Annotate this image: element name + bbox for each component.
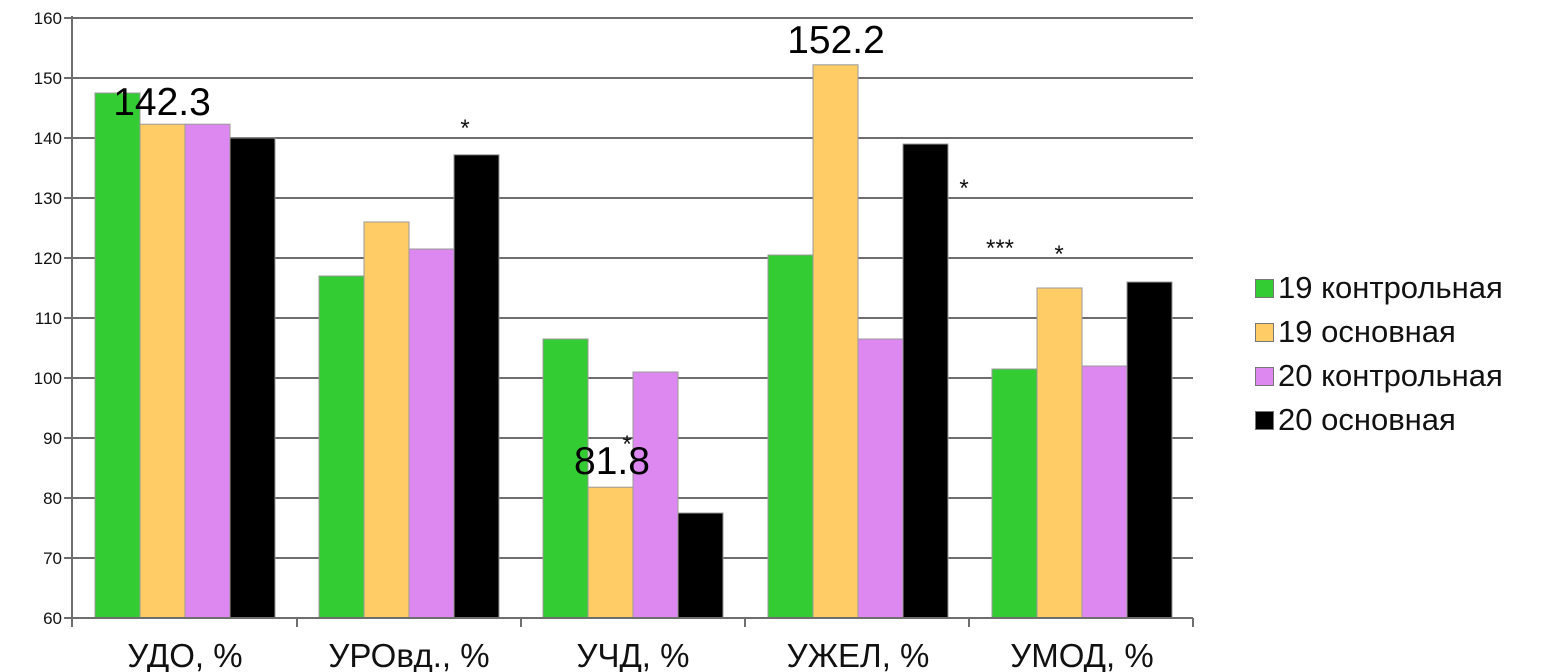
y-tick-label: 60	[43, 609, 62, 628]
significance-mark: ***	[986, 235, 1014, 262]
bar	[991, 368, 1038, 619]
legend-swatch-20-main	[1255, 410, 1274, 430]
bar	[542, 338, 589, 619]
y-tick-label: 110	[35, 309, 62, 328]
legend-swatch-20-control	[1255, 366, 1274, 386]
legend-swatch-19-main	[1255, 322, 1274, 342]
bar	[902, 143, 949, 619]
significance-mark: *	[1054, 241, 1063, 268]
bar	[139, 123, 186, 619]
x-tick-label: УМОД, %	[1010, 637, 1153, 672]
legend-swatch-19-control	[1255, 278, 1274, 298]
legend-label: 20 контрольная	[1278, 358, 1503, 393]
legend-item: 20 контрольная	[1255, 354, 1560, 398]
y-tick-label: 90	[43, 429, 62, 448]
y-tick-label: 130	[34, 189, 62, 208]
x-tick-label: УРОвд., %	[328, 637, 489, 672]
data-label: 81.8	[574, 440, 650, 483]
legend: 19 контрольная 19 основная 20 контрольна…	[1255, 266, 1560, 442]
bar	[632, 371, 679, 619]
bar	[857, 338, 904, 619]
bar	[184, 123, 231, 619]
x-tick-label: УДО, %	[127, 637, 242, 672]
bar	[94, 92, 141, 619]
legend-item: 19 основная	[1255, 310, 1560, 354]
legend-label: 20 основная	[1278, 402, 1456, 437]
bar	[1126, 281, 1173, 619]
bar	[587, 486, 634, 619]
bar	[408, 248, 455, 619]
y-tick-label: 80	[43, 489, 62, 508]
bar	[677, 512, 724, 619]
y-tick-label: 120	[34, 249, 62, 268]
bar	[318, 275, 365, 619]
y-tick-label: 100	[34, 369, 62, 388]
bar	[363, 221, 410, 619]
significance-mark: *	[460, 115, 469, 142]
bar	[453, 154, 500, 619]
legend-item: 20 основная	[1255, 398, 1560, 442]
legend-label: 19 контрольная	[1278, 270, 1503, 305]
x-tick-label: УЧД, %	[577, 637, 690, 672]
legend-label: 19 основная	[1278, 314, 1456, 349]
bar	[1036, 287, 1083, 619]
x-tick-label: УЖЕЛ, %	[787, 637, 930, 672]
data-label: 152.2	[787, 19, 885, 62]
y-tick-label: 140	[34, 129, 62, 148]
significance-mark: *	[959, 175, 968, 202]
bar	[767, 254, 814, 619]
bar	[812, 64, 859, 619]
y-tick-label: 150	[34, 69, 62, 88]
bar	[229, 137, 276, 619]
legend-item: 19 контрольная	[1255, 266, 1560, 310]
data-label: 142.3	[113, 81, 211, 124]
y-tick-label: 70	[43, 549, 62, 568]
y-tick-label: 160	[34, 9, 62, 28]
significance-mark: *	[622, 431, 631, 458]
bar	[1081, 365, 1128, 619]
